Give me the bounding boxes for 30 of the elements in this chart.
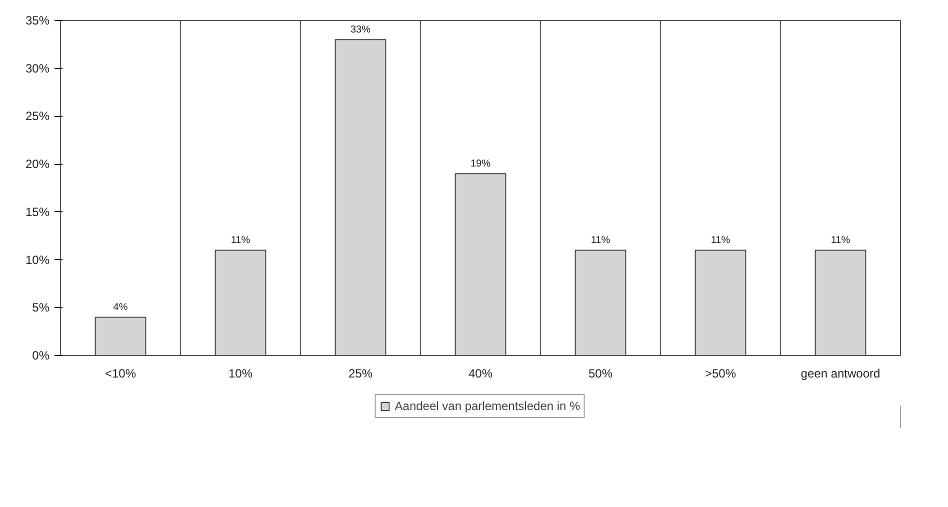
y-tick-label: 25% xyxy=(25,109,50,124)
y-tick-label: 30% xyxy=(25,61,50,76)
legend-label: Aandeel van parlementsleden in % xyxy=(394,398,580,412)
data-label: 19% xyxy=(470,158,491,170)
y-tick-label: 5% xyxy=(32,300,50,315)
x-tick-label: 40% xyxy=(468,366,493,380)
bar xyxy=(94,316,146,356)
bar xyxy=(334,39,386,356)
x-tick-label: geen antwoord xyxy=(800,366,880,380)
x-tick-label: 10% xyxy=(228,366,253,380)
bar xyxy=(574,250,626,356)
y-tick-label: 35% xyxy=(25,14,50,28)
bar xyxy=(814,250,866,356)
x-tick-label: >50% xyxy=(704,366,736,380)
data-label: 33% xyxy=(350,24,371,36)
y-tick-label: 20% xyxy=(25,157,50,172)
data-label: 11% xyxy=(830,235,850,246)
bar xyxy=(694,250,746,356)
data-label: 11% xyxy=(230,235,250,246)
data-label: 4% xyxy=(113,302,128,314)
bar xyxy=(454,173,506,356)
y-tick-label: 10% xyxy=(25,252,50,267)
data-label: 11% xyxy=(710,235,730,246)
y-tick-label: 15% xyxy=(25,204,50,219)
bar xyxy=(214,250,266,356)
x-tick-label: 25% xyxy=(348,366,373,380)
x-tick-label: 50% xyxy=(588,366,613,380)
data-label: 11% xyxy=(590,235,610,246)
x-tick-label: <10% xyxy=(104,366,136,380)
y-tick-label: 0% xyxy=(32,348,50,362)
